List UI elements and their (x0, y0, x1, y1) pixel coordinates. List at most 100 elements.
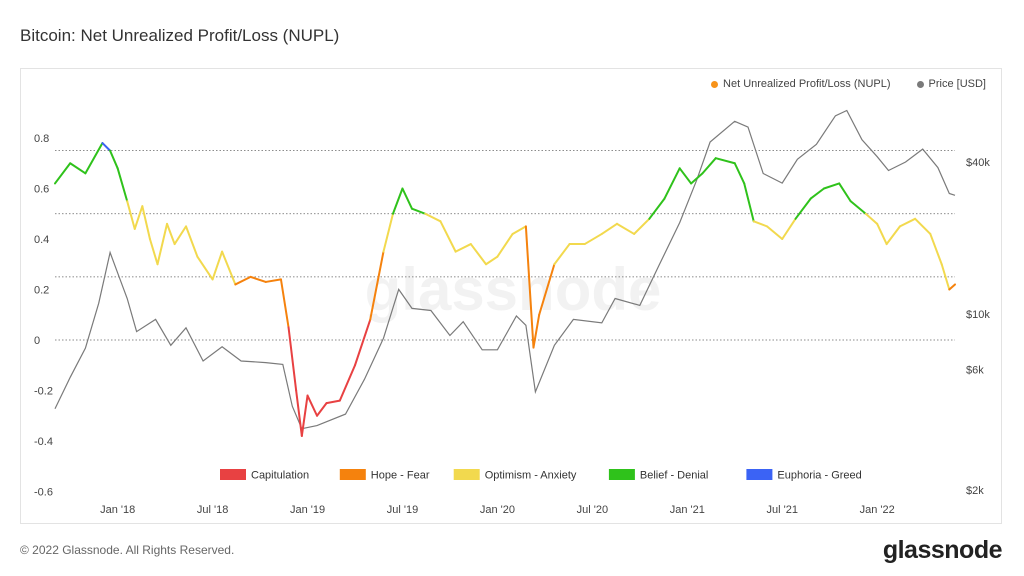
nupl-segment (249, 275, 267, 283)
nupl-segment (424, 212, 442, 223)
y-left-tick-label: -0.2 (34, 386, 53, 398)
nupl-segment (929, 232, 943, 266)
nupl-segment (496, 232, 514, 258)
nupl-segment (116, 167, 129, 203)
nupl-segment (809, 187, 825, 200)
nupl-segment (532, 313, 541, 349)
y-left-tick-label: 0 (34, 335, 40, 347)
nupl-segment (876, 222, 888, 246)
y-left-tick-label: 0.2 (34, 285, 49, 297)
nupl-segment (401, 187, 413, 210)
nupl-segment (633, 217, 651, 235)
zone-legend-swatch (339, 469, 366, 480)
nupl-segment (300, 394, 309, 437)
nupl-segment (743, 182, 755, 223)
page-title: Bitcoin: Net Unrealized Profit/Loss (NUP… (20, 26, 340, 45)
y-right-tick-label: $40k (966, 157, 990, 169)
nupl-segment (369, 250, 385, 321)
nupl-segment (733, 162, 746, 185)
y-right-tick-label: $6k (966, 365, 984, 377)
nupl-segment (316, 402, 328, 417)
zone-legend-label: Capitulation (251, 470, 309, 482)
price-legend-dot (916, 80, 924, 88)
y-right-tick-label: $10k (966, 309, 990, 321)
x-tick-label: Jul '20 (577, 504, 608, 516)
nupl-segment (524, 225, 535, 349)
nupl-segment (794, 197, 812, 220)
nupl-segment (185, 225, 199, 258)
nupl-segment (454, 243, 472, 253)
top-legend: Net Unrealized Profit/Loss (NUPL) Price … (711, 78, 986, 90)
nupl-segment (109, 149, 119, 170)
nupl-segment (583, 232, 603, 246)
nupl-legend-dot (711, 80, 719, 88)
nupl-segment (306, 394, 319, 417)
x-tick-label: Jan '21 (670, 504, 705, 516)
zone-legend-swatch (220, 469, 246, 480)
price-series-line (54, 109, 956, 430)
nupl-segment (54, 162, 72, 185)
nupl-segment (126, 200, 136, 230)
nupl-segment (211, 250, 224, 281)
nupl-segment (469, 243, 488, 266)
nupl-segment (156, 222, 169, 266)
nupl-segment (84, 142, 104, 175)
nupl-segment (864, 212, 879, 225)
nupl-segment (173, 225, 188, 246)
nupl-segment (600, 222, 619, 235)
nupl-segment (663, 167, 681, 200)
nupl-segment (221, 250, 237, 286)
y-left-tick-label: -0.4 (34, 436, 53, 448)
nupl-segment (616, 222, 636, 235)
glassnode-logo: glassnode (882, 536, 1003, 564)
nupl-segment (410, 207, 427, 215)
y-left-tick-label: 0.8 (34, 133, 49, 145)
x-tick-label: Jan '19 (290, 504, 325, 516)
nupl-segment (766, 225, 784, 240)
copyright-text: © 2022 Glassnode. All Rights Reserved. (20, 543, 235, 557)
nupl-segment (849, 200, 867, 215)
zone-legend-swatch (453, 469, 480, 480)
nupl-segment (166, 222, 176, 246)
nupl-segment (538, 263, 556, 316)
nupl-segment (295, 389, 303, 437)
nupl-segment (885, 225, 901, 246)
y-left-tick-label: 0.4 (34, 234, 49, 246)
nupl-segment (101, 142, 112, 152)
nupl-segment (133, 205, 144, 230)
nupl-segment (701, 157, 717, 175)
nupl-segment (196, 255, 214, 281)
nupl-segment (264, 278, 282, 283)
legend-label-price: Price [USD] (928, 78, 986, 90)
nupl-segment (940, 263, 951, 291)
legend-item-nupl[interactable]: Net Unrealized Profit/Loss (NUPL) (711, 78, 891, 90)
legend-label-nupl: Net Unrealized Profit/Loss (NUPL) (723, 78, 891, 90)
nupl-segment (781, 217, 797, 240)
nupl-segment (69, 162, 87, 175)
nupl-segment (439, 220, 457, 253)
x-tick-label: Jan '22 (860, 504, 895, 516)
x-tick-label: Jul '19 (387, 504, 418, 516)
zone-legend-label: Optimism - Anxiety (485, 470, 577, 482)
x-tick-label: Jan '20 (480, 504, 515, 516)
nupl-segment (511, 225, 527, 235)
zone-legend-swatch (746, 469, 773, 480)
nupl-segment (325, 399, 341, 405)
zone-legend-label: Belief - Denial (640, 470, 708, 482)
y-left-tick-label: -0.6 (34, 487, 53, 499)
legend-item-price[interactable]: Price [USD] (916, 78, 986, 90)
y-right-tick-label: $2k (966, 485, 984, 497)
nupl-segment (234, 275, 252, 286)
nupl-segment (690, 172, 704, 185)
nupl-segment (648, 197, 666, 220)
nupl-segment (382, 212, 394, 253)
nupl-segment (948, 283, 956, 291)
x-tick-label: Jan '18 (100, 504, 135, 516)
watermark-text: glassnode (365, 256, 662, 323)
zone-legend-label: Euphoria - Greed (777, 470, 861, 482)
nupl-segment (553, 243, 571, 266)
x-tick-label: Jul '18 (197, 504, 228, 516)
nupl-segment (354, 318, 372, 367)
nupl-segment (822, 182, 841, 190)
